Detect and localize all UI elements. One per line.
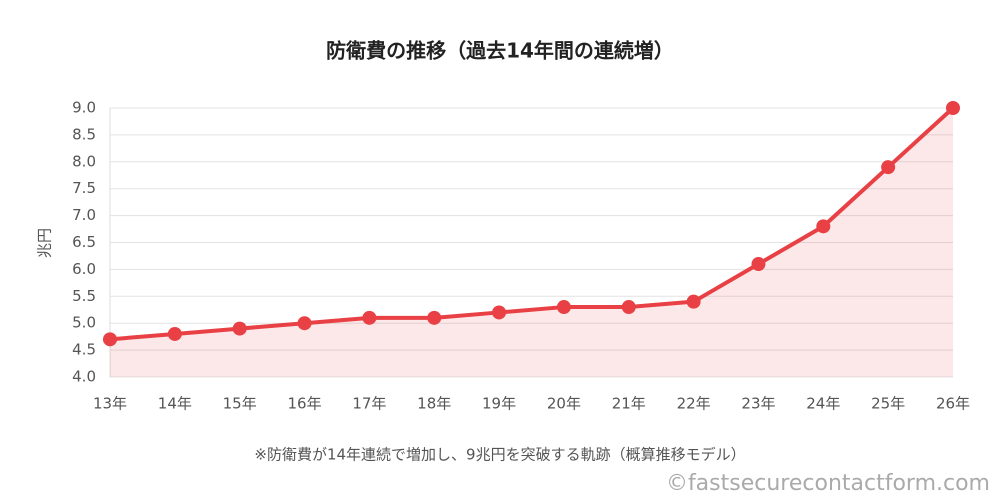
x-tick-label: 13年 [93, 395, 127, 413]
point [686, 294, 701, 309]
x-tick-label: 24年 [806, 395, 840, 413]
x-tick-label: 19年 [482, 395, 516, 413]
x-tick-label: 21年 [612, 395, 646, 413]
point [492, 305, 507, 320]
y-tick-label: 9.0 [72, 99, 96, 117]
area [110, 108, 953, 377]
point [881, 160, 896, 175]
point [621, 300, 636, 315]
y-tick-label: 8.5 [72, 125, 96, 143]
y-tick-label: 4.0 [72, 368, 96, 386]
point [103, 332, 117, 347]
y-tick-label: 7.0 [72, 206, 96, 224]
line [109, 106, 955, 342]
x-tick-label: 14年 [158, 395, 192, 413]
x-tick-label: 25年 [871, 395, 905, 413]
y-tick-label: 5.0 [72, 314, 96, 332]
point [556, 300, 571, 315]
x-tick-label: 22年 [677, 395, 711, 413]
caption: ※防衛費が14年連続で増加し、9兆円を突破する軌跡（概算推移モデル） [254, 446, 745, 464]
y-tick-label: 5.5 [72, 287, 96, 305]
point [232, 321, 247, 336]
x-tick-label: 17年 [352, 395, 386, 413]
x-tick-label: 18年 [417, 395, 451, 413]
y-tick-label: 6.5 [72, 233, 96, 251]
y-axis-label: 兆円 [36, 228, 54, 258]
point [427, 310, 442, 325]
y-tick-label: 7.5 [72, 179, 96, 197]
x-tick-label: 15年 [223, 395, 257, 413]
point [167, 326, 182, 341]
x-tick-label: 23年 [741, 395, 775, 413]
point [946, 101, 960, 115]
point [362, 310, 377, 325]
watermark: ©fastsecurecontactform.com [666, 471, 990, 496]
chart-title: 防衛費の推移（過去14年間の連続増） [326, 39, 674, 63]
y-tick-label: 4.5 [72, 341, 96, 359]
point [816, 219, 831, 234]
y-tick-label: 6.0 [72, 260, 96, 278]
point [297, 316, 312, 331]
point [751, 257, 766, 272]
x-tick-label: 16年 [287, 395, 321, 413]
y-tick-label: 8.0 [72, 152, 96, 170]
x-tick-label: 20年 [547, 395, 581, 413]
x-tick-label: 26年 [936, 395, 970, 413]
